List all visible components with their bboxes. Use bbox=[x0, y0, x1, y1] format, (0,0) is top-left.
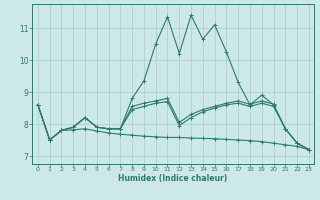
X-axis label: Humidex (Indice chaleur): Humidex (Indice chaleur) bbox=[118, 174, 228, 183]
